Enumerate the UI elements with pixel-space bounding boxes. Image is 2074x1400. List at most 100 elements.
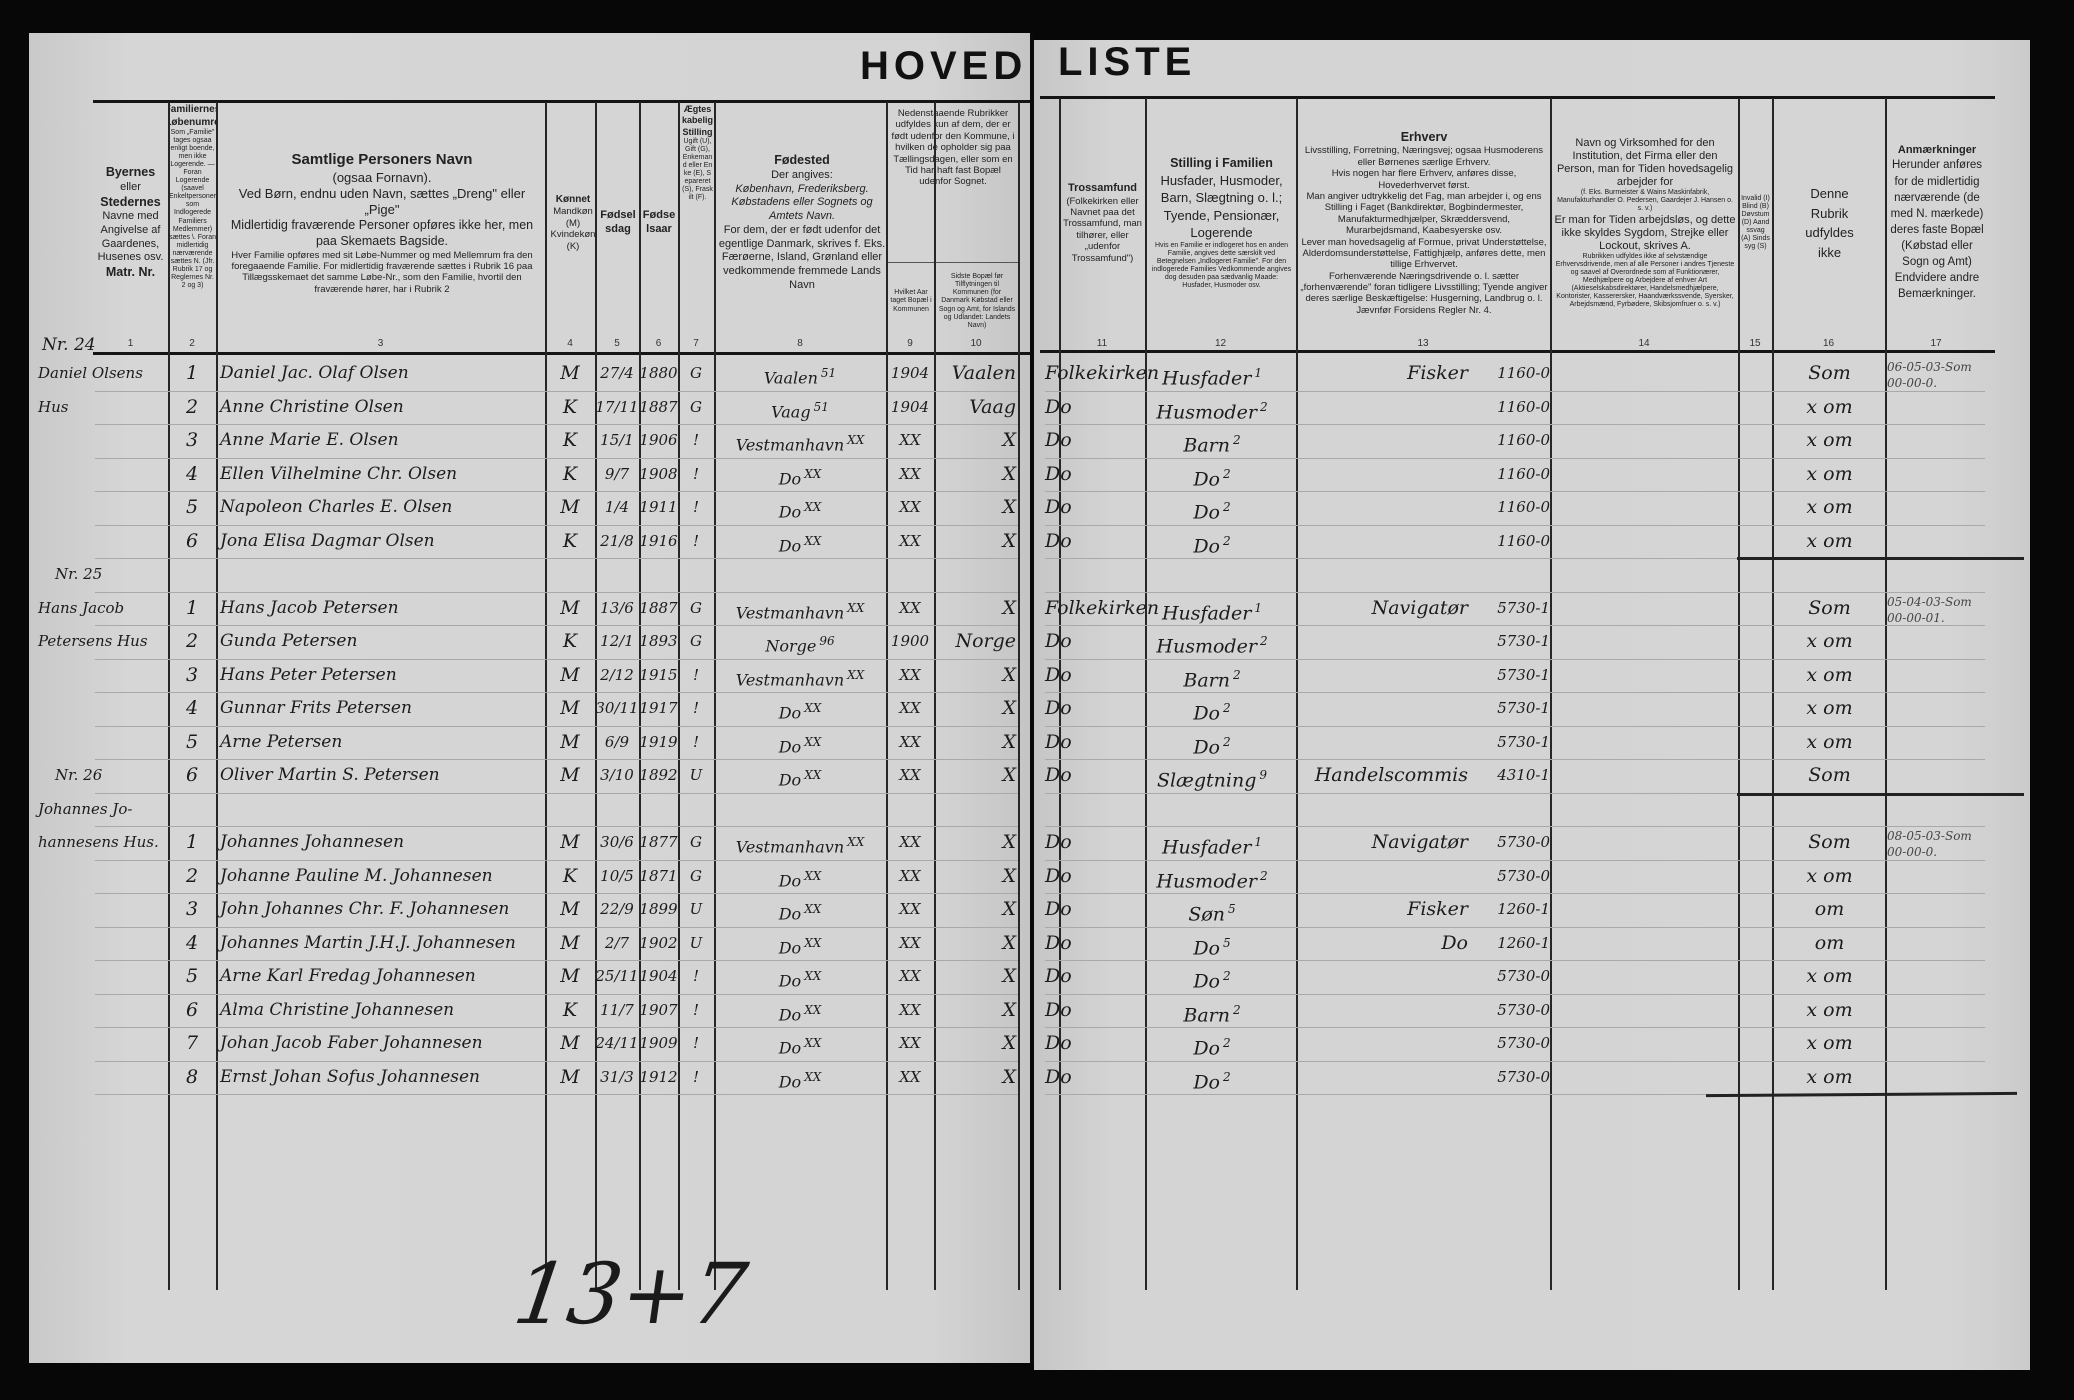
line-number-cell-text: 5 <box>185 496 199 518</box>
ruled-line <box>95 1027 1018 1028</box>
income-code-cell: 5730-1 <box>1470 592 1550 625</box>
column-number: 4 <box>567 338 573 349</box>
marital-status-cell-text: G <box>690 632 702 650</box>
hdr-c14-l3: Er man for Tiden arbejdsløs, og dette ik… <box>1554 213 1736 252</box>
hdr-c12-note: Hvis en Familie er indlogeret hos en and… <box>1151 241 1292 289</box>
income-code-cell-text: 1160-0 <box>1497 398 1550 416</box>
title-hoved: HOVED <box>860 44 1028 88</box>
birth-year-cell: 1906 <box>639 424 678 457</box>
birthplace-cell: Do XX <box>716 458 884 491</box>
religion-cell-text: Do <box>1045 999 1072 1021</box>
line-number-cell-text: 8 <box>185 1066 199 1088</box>
hdr-c11-sub: (Folkekirken eller Navnet paa det Trossa… <box>1063 195 1142 264</box>
header-col5: Fødselsdag <box>598 108 638 338</box>
previous-residence-cell: X <box>934 1027 1016 1060</box>
line-number-cell-text: 6 <box>185 764 199 786</box>
birth-year-cell: 1916 <box>639 525 678 558</box>
religion-cell: Do <box>1045 424 1145 457</box>
ruled-line <box>1045 525 1985 526</box>
previous-residence-cell: X <box>934 592 1016 625</box>
sex-cell: K <box>545 625 595 658</box>
marital-status-cell: ! <box>678 1027 714 1060</box>
ruled-line <box>1045 860 1985 861</box>
hdr-c8-l3: For dem, der er født udenfor det egentli… <box>718 223 886 291</box>
family-position-cell-text: Husfader <box>1161 602 1252 625</box>
birth-year-cell-text: 1871 <box>639 867 678 885</box>
religion-cell: Do <box>1045 458 1145 491</box>
income-code-cell-text: 5730-0 <box>1497 967 1550 985</box>
birth-day-cell: 17/11 <box>595 391 639 424</box>
name-cell-text: John Johannes Chr. F. Johannesen <box>220 899 510 919</box>
previous-residence-cell: X <box>934 491 1016 524</box>
marital-status-cell: ! <box>678 659 714 692</box>
hdr-c2-note: Som „Familie" tages ogsaa enligt boende,… <box>169 129 216 289</box>
birth-year-cell-text: 1887 <box>639 398 678 416</box>
place-cell-text: Petersens Hus <box>38 632 148 650</box>
previous-residence-cell: X <box>934 458 1016 491</box>
religion-cell-text: Do <box>1045 865 1072 887</box>
column-number: 8 <box>797 338 803 349</box>
hdr-c3-l3: Hver Familie opføres med sit Løbe-Nummer… <box>231 249 533 295</box>
previous-residence-cell: X <box>934 960 1016 993</box>
family-position-cell-text: Søn <box>1188 903 1226 926</box>
income-code-cell: 5730-1 <box>1470 625 1550 658</box>
birth-day-cell-text: 22/9 <box>600 900 634 918</box>
name-cell-text: Oliver Martin S. Petersen <box>220 765 440 785</box>
birthplace-cell: Do XX <box>716 1061 884 1094</box>
place-cell: Johannes Jo- <box>38 793 166 826</box>
sex-cell-text: K <box>562 865 578 887</box>
family-position-cell: Barn 2 <box>1147 659 1277 692</box>
col16-cell-text: x om <box>1806 530 1853 552</box>
religion-cell: Do <box>1045 391 1145 424</box>
previous-residence-cell: X <box>934 994 1016 1027</box>
hdr-c1-l0: Byernes <box>105 165 156 180</box>
sex-cell-text: M <box>560 697 580 719</box>
name-cell-text: Arne Karl Fredag Johannesen <box>220 966 476 986</box>
column-divider <box>1772 98 1774 1290</box>
name-cell: Arne Karl Fredag Johannesen <box>220 960 542 993</box>
col16-cell: om <box>1774 927 1885 960</box>
col16-cell: x om <box>1774 491 1885 524</box>
income-code-cell-text: 5730-1 <box>1497 632 1550 650</box>
line-number-cell-text: 6 <box>185 999 199 1021</box>
col16-cell: Som <box>1774 826 1885 859</box>
occupation-cell-text: Do <box>1441 932 1468 954</box>
birth-year-cell: 1892 <box>639 759 678 792</box>
birth-year-cell-text: 1887 <box>639 599 678 617</box>
ruled-line <box>95 860 1018 861</box>
income-code-cell-text: 1260-1 <box>1497 900 1550 918</box>
line-number-cell: 2 <box>168 625 216 658</box>
year-moved-cell-text: XX <box>899 1001 921 1019</box>
year-moved-cell: XX <box>886 659 934 692</box>
religion-cell: Folkekirken <box>1045 357 1159 390</box>
name-cell-text: Jona Elisa Dagmar Olsen <box>220 531 435 551</box>
birthplace-cell: Do XX <box>716 1027 884 1060</box>
religion-cell-text: Do <box>1045 463 1072 485</box>
line-number-cell: 4 <box>168 692 216 725</box>
name-cell-text: Hans Jacob Petersen <box>220 598 399 618</box>
religion-cell: Do <box>1045 692 1145 725</box>
hdr-c12-sub: Husfader, Husmoder, Barn, Slægtning o. l… <box>1160 172 1283 241</box>
religion-cell: Do <box>1045 491 1145 524</box>
birth-day-cell: 11/7 <box>595 994 639 1027</box>
income-code-cell: 1160-0 <box>1470 391 1550 424</box>
position-code: 2 <box>1232 1003 1241 1017</box>
column-divider <box>886 102 888 1290</box>
sex-cell-text: M <box>560 764 580 786</box>
birthplace-cell: Vestmanhavn XX <box>716 424 884 457</box>
sex-cell-text: K <box>562 999 578 1021</box>
sex-cell-text: K <box>562 463 578 485</box>
occupation-cell: Handelscommis <box>1298 759 1468 792</box>
family-position-cell: Do 2 <box>1147 525 1277 558</box>
previous-residence-cell-text: X <box>1002 965 1016 987</box>
birthplace-cell-text: Do <box>778 971 802 991</box>
year-moved-cell-text: XX <box>899 431 921 449</box>
line-number-cell-text: 3 <box>185 898 199 920</box>
column-number: 3 <box>377 338 384 349</box>
income-code-cell: 5730-0 <box>1470 1061 1550 1094</box>
marital-status-cell: U <box>678 759 714 792</box>
column-number: 12 <box>1214 338 1227 349</box>
birth-day-cell-text: 17/11 <box>595 398 639 416</box>
ruled-line <box>95 592 1018 593</box>
birthplace-cell-text: Vaag <box>771 402 811 422</box>
